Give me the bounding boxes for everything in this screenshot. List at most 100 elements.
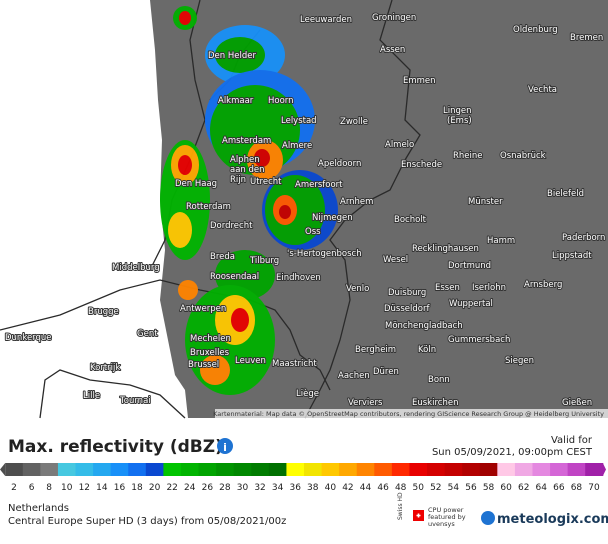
- city-label: Düsseldorf: [384, 304, 430, 314]
- city-label: Mechelen: [190, 334, 231, 344]
- scale-segment: [216, 463, 235, 476]
- scale-segment: [409, 463, 428, 476]
- scale-segment: [321, 463, 340, 476]
- city-label: Amersfoort: [295, 180, 343, 190]
- scale-segment: [145, 463, 164, 476]
- color-scale: 2 6 8 10 12 14 16 18 20 22 24 26 28 30 32 34 36 38 40 42 44 4…: [0, 463, 606, 493]
- city-label: Dortmund: [448, 261, 491, 271]
- scale-segment: [5, 463, 24, 476]
- city-label: Brussel: [188, 360, 219, 370]
- city-label: Bremen: [570, 33, 603, 43]
- scale-segment: [233, 463, 252, 476]
- city-label: Utrecht: [250, 177, 282, 187]
- scale-segment: [180, 463, 200, 476]
- swiss-cross: [416, 513, 421, 518]
- city-label: Hamm: [487, 236, 515, 246]
- city-label: Leeuwarden: [300, 15, 352, 25]
- city-label: Gießen: [562, 398, 592, 408]
- scale-segment: [497, 463, 516, 476]
- city-label: Almere: [282, 141, 312, 151]
- map: Leeuwarden Groningen Oldenburg Bremen Den He…: [0, 0, 608, 419]
- city-label: Duisburg: [388, 288, 426, 298]
- scale-tick-label: 46: [377, 483, 389, 493]
- city-label: Eindhoven: [276, 273, 321, 283]
- city-label: Düren: [373, 367, 399, 377]
- scale-segment: [268, 463, 287, 476]
- scale-tick-label: 32: [254, 483, 265, 493]
- valid-time: Sun 05/09/2021, 09:00pm CEST: [432, 447, 593, 458]
- city-label: Lelystad: [281, 116, 317, 126]
- scale-segment: [532, 463, 551, 476]
- scale-segment: [57, 463, 77, 476]
- city-label: Den Haag: [175, 179, 217, 189]
- city-label: Rheine: [453, 151, 483, 161]
- scale-tick-label: 60: [500, 483, 512, 493]
- scale-tick-label: 34: [272, 483, 284, 493]
- city-label: Middelburg: [112, 263, 160, 273]
- scale-segment: [40, 463, 59, 476]
- city-label: Dordrecht: [210, 221, 253, 231]
- city-label: Nijmegen: [312, 213, 353, 223]
- scale-tick-label: 36: [289, 483, 301, 493]
- scale-tick-label: 54: [448, 483, 460, 493]
- city-label: Lippstadt: [552, 251, 592, 261]
- scale-tick-label: 22: [166, 483, 177, 493]
- brand-logo: [481, 511, 495, 525]
- cpu-box: CPU power featured by uvensys: [428, 507, 466, 528]
- city-label: Alkmaar: [218, 96, 254, 106]
- scale-segment: [462, 463, 481, 476]
- city-label: Siegen: [505, 356, 534, 366]
- scale-tick-label: 28: [219, 483, 231, 493]
- city-label: Rotterdam: [186, 202, 231, 212]
- scale-tick-label: 66: [553, 483, 565, 493]
- city-label: Verviers: [348, 398, 383, 408]
- city-label: Mönchengladbach: [385, 321, 463, 331]
- scale-tick-label: 26: [202, 483, 214, 493]
- info-glyph[interactable]: i: [223, 441, 227, 454]
- scale-tick-label: 62: [518, 483, 529, 493]
- city-label: Wesel: [383, 255, 408, 265]
- city-label: Wuppertal: [449, 299, 493, 309]
- scale-tick-label: 38: [307, 483, 319, 493]
- model: Central Europe Super HD (3 days) from 05…: [8, 516, 286, 527]
- city-label: Liège: [296, 388, 319, 399]
- scale-tick-label: 64: [536, 483, 548, 493]
- city-label: Oss: [305, 227, 321, 237]
- scale-tick-label: 24: [184, 483, 196, 493]
- scale-arrow-left: [0, 463, 6, 476]
- city-label: Bielefeld: [547, 189, 584, 199]
- city-label: Essen: [435, 283, 460, 293]
- legend-title: Max. reflectivity (dBZ): [8, 437, 223, 457]
- info-icon[interactable]: [217, 438, 233, 454]
- city-label: Lingen: [443, 106, 472, 116]
- city-label: Roosendaal: [210, 272, 259, 282]
- scale-segment: [585, 463, 604, 476]
- scale-arrow-right: [602, 463, 606, 476]
- city-label: aan den: [230, 165, 265, 175]
- city-label: Den Helder: [208, 51, 256, 61]
- scale-tick-label: 16: [114, 483, 126, 493]
- city-label: Zwolle: [340, 117, 368, 127]
- scale-tick-label: 56: [465, 483, 477, 493]
- brand[interactable]: meteologix.com: [497, 512, 608, 527]
- scale-tick-label: 52: [430, 483, 441, 493]
- city-label: Lille: [83, 391, 100, 401]
- city-label: Arnsberg: [524, 280, 562, 290]
- scale-segment: [128, 463, 147, 476]
- scale-segment: [550, 463, 569, 476]
- city-label: Köln: [418, 345, 436, 355]
- city-label: Vechta: [528, 85, 557, 95]
- city-label: Assen: [380, 45, 405, 55]
- scale-tick-label: 70: [588, 483, 600, 493]
- city-label: Rijn: [230, 175, 246, 185]
- scale-tick-label: 58: [483, 483, 495, 493]
- city-label: Gummersbach: [448, 335, 510, 345]
- city-label: Bonn: [428, 375, 450, 385]
- city-label: Leuven: [235, 356, 266, 366]
- scale-segment: [444, 463, 463, 476]
- scale-tick-label: 2: [11, 483, 17, 493]
- valid-label: Valid for: [551, 435, 593, 446]
- scale-segment: [286, 463, 305, 476]
- city-label: Alphen: [230, 155, 260, 165]
